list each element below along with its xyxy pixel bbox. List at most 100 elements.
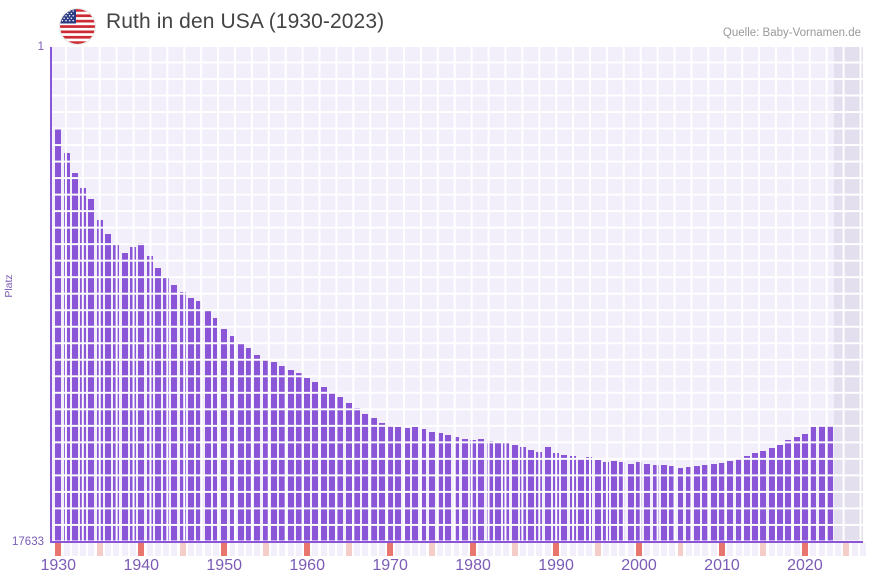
bar-1942[interactable] <box>154 268 161 543</box>
bar-1991[interactable] <box>561 454 568 543</box>
bar-1955[interactable] <box>262 359 269 543</box>
bar-1982[interactable] <box>486 440 493 543</box>
bar-1936[interactable] <box>105 234 112 543</box>
bar-1965[interactable] <box>345 403 352 543</box>
bar-1980[interactable] <box>470 439 477 543</box>
bar-1943[interactable] <box>163 278 170 543</box>
bar-1987[interactable] <box>528 449 535 543</box>
chart-plot-area <box>50 47 863 543</box>
bar-2019[interactable] <box>793 437 800 543</box>
bar-1945[interactable] <box>179 291 186 543</box>
bar-1988[interactable] <box>536 452 543 543</box>
bar-1940[interactable] <box>138 243 145 543</box>
bar-1952[interactable] <box>237 342 244 543</box>
bar-1976[interactable] <box>436 432 443 543</box>
bar-1974[interactable] <box>420 429 427 543</box>
bar-2012[interactable] <box>735 459 742 543</box>
bar-1950[interactable] <box>221 329 228 543</box>
bar-1932[interactable] <box>71 173 78 543</box>
bar-1944[interactable] <box>171 285 178 543</box>
bar-1989[interactable] <box>544 447 551 543</box>
bar-2015[interactable] <box>760 451 767 543</box>
bar-1961[interactable] <box>312 382 319 543</box>
bar-1935[interactable] <box>96 219 103 543</box>
bar-2023[interactable] <box>826 424 833 543</box>
bar-1937[interactable] <box>113 245 120 543</box>
bar-1975[interactable] <box>428 432 435 543</box>
bar-1933[interactable] <box>80 187 87 543</box>
bar-1993[interactable] <box>577 458 584 543</box>
bar-2004[interactable] <box>669 465 676 543</box>
bar-1962[interactable] <box>320 387 327 543</box>
bar-1978[interactable] <box>453 436 460 543</box>
bar-1995[interactable] <box>594 459 601 543</box>
bar-1964[interactable] <box>337 397 344 543</box>
bar-1960[interactable] <box>304 377 311 543</box>
bar-1931[interactable] <box>63 152 70 543</box>
bar-2003[interactable] <box>660 464 667 543</box>
tick-marker-1943 <box>163 543 170 556</box>
bar-1979[interactable] <box>461 439 468 543</box>
tick-marker-2022 <box>818 543 825 556</box>
bar-1990[interactable] <box>553 452 560 543</box>
bar-2022[interactable] <box>818 426 825 543</box>
bar-1992[interactable] <box>569 456 576 543</box>
bar-2021[interactable] <box>810 427 817 543</box>
bar-1953[interactable] <box>246 348 253 543</box>
bar-1969[interactable] <box>378 423 385 543</box>
bar-2013[interactable] <box>743 456 750 543</box>
bar-2008[interactable] <box>702 465 709 543</box>
bar-1973[interactable] <box>412 427 418 543</box>
bar-1947[interactable] <box>196 301 203 543</box>
bar-1966[interactable] <box>353 408 360 543</box>
bar-1981[interactable] <box>478 438 485 543</box>
bar-1938[interactable] <box>121 252 128 543</box>
bar-1984[interactable] <box>503 443 510 543</box>
bar-2000[interactable] <box>636 462 642 543</box>
bar-1941[interactable] <box>146 256 153 543</box>
bar-1958[interactable] <box>287 369 294 543</box>
bar-1954[interactable] <box>254 354 261 543</box>
y-axis-bottom-label: 17633 <box>12 536 44 548</box>
bar-2009[interactable] <box>710 463 717 543</box>
bar-1968[interactable] <box>370 418 377 543</box>
bar-1994[interactable] <box>586 457 593 543</box>
bar-2014[interactable] <box>752 453 759 543</box>
bar-2005[interactable] <box>677 467 684 543</box>
bar-1959[interactable] <box>295 373 302 543</box>
bar-2016[interactable] <box>768 447 775 543</box>
bar-1977[interactable] <box>445 434 452 543</box>
bar-2018[interactable] <box>785 439 792 543</box>
tick-marker-1941 <box>146 543 153 556</box>
bar-1949[interactable] <box>212 318 219 543</box>
bar-2007[interactable] <box>694 466 701 543</box>
bar-1957[interactable] <box>279 366 286 543</box>
bar-1970[interactable] <box>387 424 394 543</box>
bar-1930[interactable] <box>55 128 62 543</box>
bar-1972[interactable] <box>403 428 410 543</box>
bar-1939[interactable] <box>129 247 136 543</box>
bar-1996[interactable] <box>602 461 609 543</box>
bar-2002[interactable] <box>652 465 659 543</box>
bar-1956[interactable] <box>271 362 277 543</box>
bar-2011[interactable] <box>727 460 734 543</box>
bar-2020[interactable] <box>801 434 808 543</box>
bar-1963[interactable] <box>329 392 336 543</box>
bar-2017[interactable] <box>777 445 784 543</box>
bar-1983[interactable] <box>494 441 501 543</box>
bar-1967[interactable] <box>362 413 369 543</box>
bar-1934[interactable] <box>88 198 95 543</box>
bar-1997[interactable] <box>611 461 618 543</box>
bar-1948[interactable] <box>204 310 211 543</box>
bar-1986[interactable] <box>519 447 526 543</box>
bar-1998[interactable] <box>619 462 626 543</box>
bar-2001[interactable] <box>644 464 651 543</box>
bar-1971[interactable] <box>395 426 402 543</box>
bar-2006[interactable] <box>685 467 692 543</box>
bar-1999[interactable] <box>627 463 634 543</box>
bar-1985[interactable] <box>511 445 518 543</box>
bar-1946[interactable] <box>188 297 194 543</box>
bar-1951[interactable] <box>229 336 236 543</box>
bar-2010[interactable] <box>718 462 725 543</box>
tick-marker-1991 <box>561 543 568 556</box>
